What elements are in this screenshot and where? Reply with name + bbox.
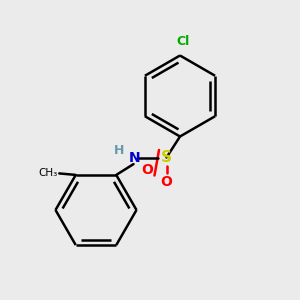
Text: N: N — [129, 151, 141, 164]
Text: O: O — [141, 163, 153, 176]
Text: CH₃: CH₃ — [38, 168, 58, 178]
Text: Cl: Cl — [176, 35, 190, 48]
Text: O: O — [160, 175, 172, 188]
Text: H: H — [114, 143, 124, 157]
Text: S: S — [161, 150, 172, 165]
